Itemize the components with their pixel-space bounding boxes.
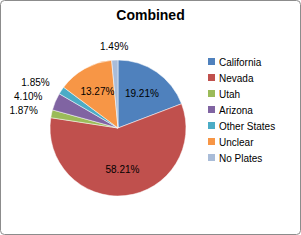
chart-frame	[1, 1, 301, 235]
chart-title: Combined	[116, 7, 184, 23]
legend-swatch	[208, 90, 215, 97]
legend-item: Unclear	[208, 137, 254, 148]
legend-swatch	[208, 74, 215, 81]
legend-item: California	[208, 57, 262, 68]
data-label: 13.27%	[80, 86, 114, 97]
legend-label: Other States	[219, 121, 275, 132]
legend-item: Arizona	[208, 105, 253, 116]
chart: Combined 19.21% 58.21% 1.87% 4.10% 1.85% 13.27…	[0, 0, 301, 235]
data-label: 4.10%	[14, 91, 42, 102]
legend: California Nevada Utah Arizona Other States U…	[208, 57, 275, 164]
pie-slice	[64, 60, 118, 128]
legend-swatch	[208, 106, 215, 113]
data-label: 1.87%	[9, 105, 37, 116]
legend-swatch	[208, 122, 215, 129]
legend-label: Arizona	[219, 105, 253, 116]
legend-item: Other States	[208, 121, 275, 132]
data-label: 19.21%	[125, 88, 159, 99]
data-labels: 19.21% 58.21% 1.87% 4.10% 1.85% 13.27% 1.49%	[9, 41, 159, 176]
legend-label: Nevada	[219, 73, 254, 84]
legend-item: No Plates	[208, 153, 262, 164]
legend-label: No Plates	[219, 153, 262, 164]
legend-label: Unclear	[219, 137, 254, 148]
legend-item: Utah	[208, 89, 240, 100]
legend-swatch	[208, 154, 215, 161]
data-label: 1.49%	[100, 41, 128, 52]
legend-swatch	[208, 138, 215, 145]
legend-item: Nevada	[208, 73, 254, 84]
legend-label: California	[219, 57, 262, 68]
data-label: 58.21%	[105, 164, 139, 175]
legend-label: Utah	[219, 89, 240, 100]
legend-swatch	[208, 58, 215, 65]
pie: 19.21% 58.21% 1.87% 4.10% 1.85% 13.27% 1.49%	[9, 41, 186, 196]
data-label: 1.85%	[21, 77, 49, 88]
